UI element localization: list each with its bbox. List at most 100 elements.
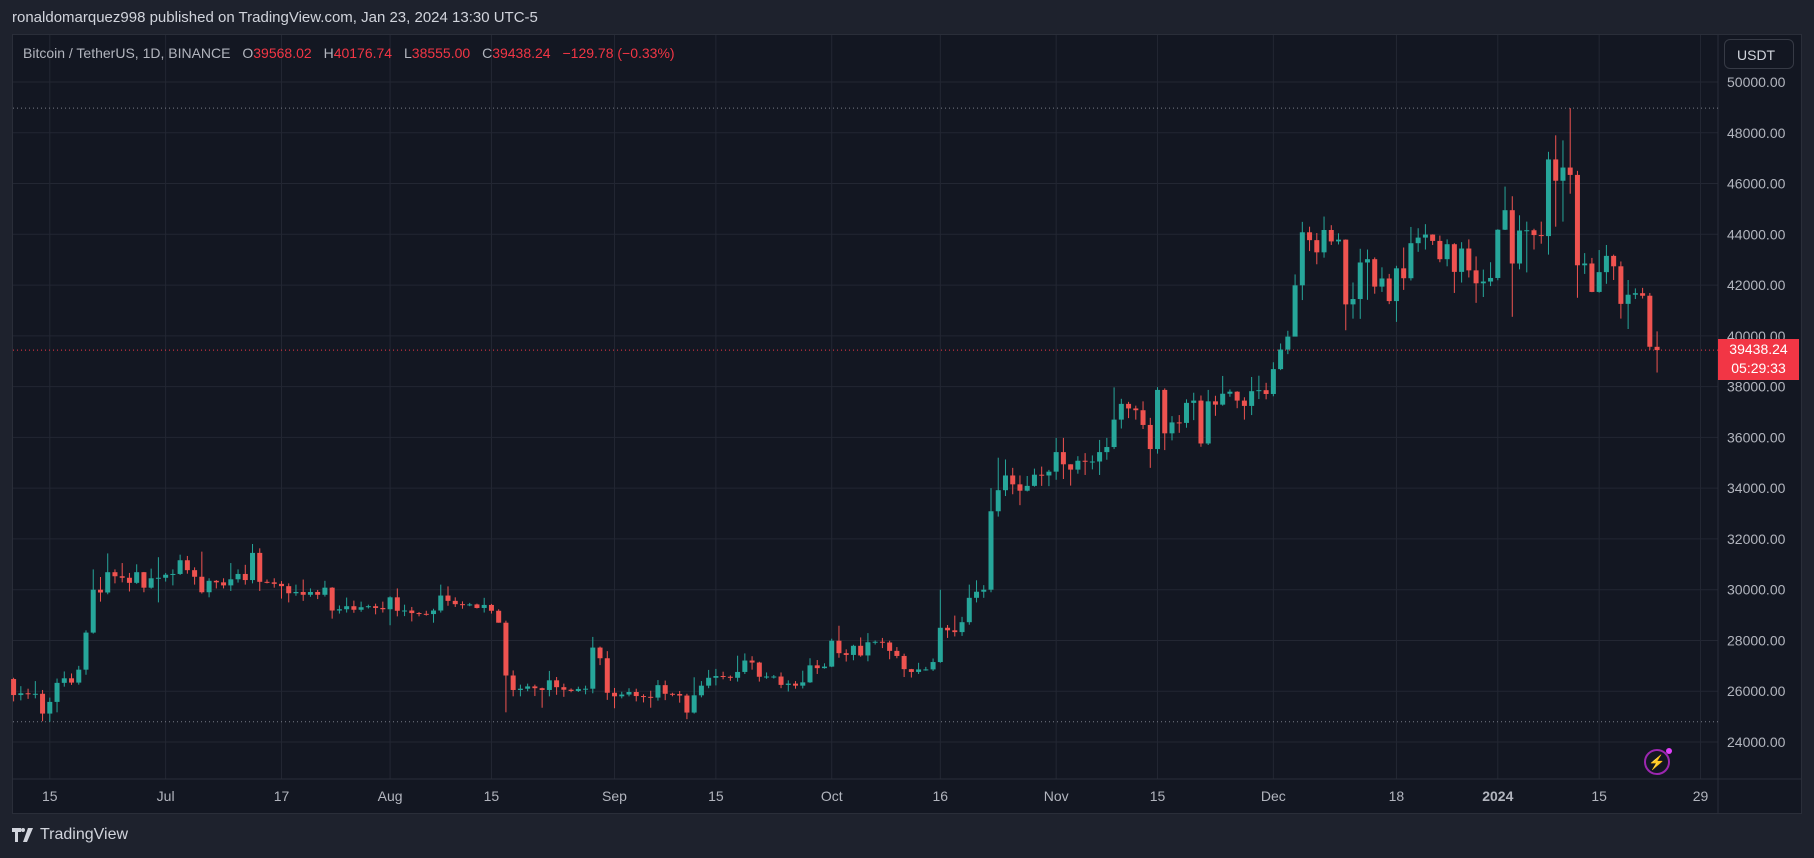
- candle-body: [474, 604, 480, 608]
- candle-body: [1596, 272, 1602, 292]
- symbol-name[interactable]: Bitcoin / TetherUS, 1D, BINANCE: [23, 45, 231, 61]
- candle-body: [322, 587, 328, 595]
- candle-body: [1068, 464, 1074, 470]
- candle-body: [1321, 229, 1327, 253]
- lightning-icon[interactable]: ⚡: [1644, 748, 1672, 775]
- candle-body: [1256, 390, 1262, 392]
- candle-body: [90, 589, 96, 633]
- candle-body: [423, 613, 429, 615]
- candle-body: [583, 688, 589, 690]
- candle-body: [199, 576, 205, 593]
- candle-body: [1415, 237, 1421, 244]
- candle-body: [684, 695, 690, 713]
- x-tick-label: 16: [933, 788, 949, 804]
- candle-body: [604, 658, 610, 693]
- candle-body: [887, 642, 893, 651]
- candle-body: [40, 693, 46, 714]
- candle-body: [61, 678, 67, 683]
- candle-body: [336, 609, 342, 611]
- candle-body: [1227, 391, 1233, 394]
- candle-body: [988, 511, 994, 590]
- candle-body: [1451, 244, 1457, 272]
- candle-body: [720, 676, 726, 678]
- candle-body: [858, 645, 864, 656]
- candle-body: [807, 665, 813, 683]
- y-tick-label: 28000.00: [1727, 632, 1786, 648]
- candle-body: [467, 604, 473, 606]
- currency-button[interactable]: USDT: [1724, 39, 1794, 69]
- candle-body: [1611, 255, 1617, 267]
- candle-body: [937, 627, 943, 663]
- candle-body: [597, 647, 603, 659]
- candle-body: [431, 610, 437, 615]
- x-tick-label: 15: [42, 788, 58, 804]
- candle-body: [546, 680, 552, 690]
- candle-body: [698, 685, 704, 696]
- candle-body: [554, 680, 560, 688]
- candle-body: [250, 552, 256, 581]
- candle-body: [365, 606, 371, 608]
- candle-body: [488, 604, 494, 611]
- candle-body: [785, 683, 791, 685]
- candle-body: [677, 694, 683, 696]
- y-tick-label: 42000.00: [1727, 277, 1786, 293]
- candle-body: [1183, 402, 1189, 423]
- candle-body: [1314, 240, 1320, 253]
- candle-body: [778, 676, 784, 685]
- candle-body: [25, 693, 31, 695]
- candle-body: [1328, 229, 1334, 242]
- candle-body: [1285, 336, 1291, 350]
- candle-body: [995, 490, 1001, 512]
- last-price-value: 39438.24: [1729, 341, 1788, 358]
- candle-body: [438, 595, 444, 611]
- candle-body: [1524, 230, 1530, 232]
- candle-body: [394, 597, 400, 611]
- candle-body: [192, 570, 198, 577]
- candle-body: [1444, 244, 1450, 260]
- candle-body: [184, 560, 190, 571]
- candle-body: [510, 675, 516, 690]
- candle-body: [1509, 210, 1515, 264]
- x-tick-label: Oct: [821, 788, 843, 804]
- candle-body: [1538, 235, 1544, 237]
- candle-body: [1379, 278, 1385, 287]
- candle-body: [206, 580, 212, 593]
- y-tick-label: 30000.00: [1727, 582, 1786, 598]
- candle-body: [1422, 234, 1428, 238]
- candle-body: [1205, 401, 1211, 444]
- x-tick-label: 17: [274, 788, 290, 804]
- chart-frame[interactable]: [12, 34, 1802, 814]
- y-tick-label: 44000.00: [1727, 226, 1786, 242]
- candle-body: [669, 693, 675, 695]
- bar-countdown: 05:29:33: [1731, 360, 1786, 377]
- candle-body: [1060, 452, 1066, 465]
- close-value: 39438.24: [492, 45, 551, 61]
- candle-body: [271, 582, 277, 584]
- x-tick-label: 15: [708, 788, 724, 804]
- x-tick-label: 29: [1693, 788, 1709, 804]
- candle-body: [119, 576, 125, 578]
- candle-body: [1191, 400, 1197, 403]
- x-tick-label: 15: [1150, 788, 1166, 804]
- candle-body: [1046, 471, 1052, 476]
- candle-body: [706, 677, 712, 686]
- candle-body: [1198, 400, 1204, 444]
- candle-body: [764, 676, 770, 678]
- candle-body: [11, 679, 17, 696]
- candle-body: [1567, 167, 1573, 175]
- candle-body: [32, 693, 38, 695]
- footer-brand[interactable]: TradingView: [12, 826, 128, 844]
- x-tick-label: 15: [1591, 788, 1607, 804]
- candle-body: [459, 604, 465, 606]
- published-caption: ronaldomarquez998 published on TradingVi…: [12, 9, 538, 26]
- candle-body: [836, 640, 842, 654]
- y-tick-label: 32000.00: [1727, 531, 1786, 547]
- candle-body: [1039, 474, 1045, 476]
- candle-body: [1589, 263, 1595, 292]
- y-tick-label: 26000.00: [1727, 683, 1786, 699]
- candle-body: [1618, 266, 1624, 304]
- y-tick-label: 48000.00: [1727, 125, 1786, 141]
- candle-body: [1459, 248, 1465, 272]
- candle-body: [1002, 475, 1008, 491]
